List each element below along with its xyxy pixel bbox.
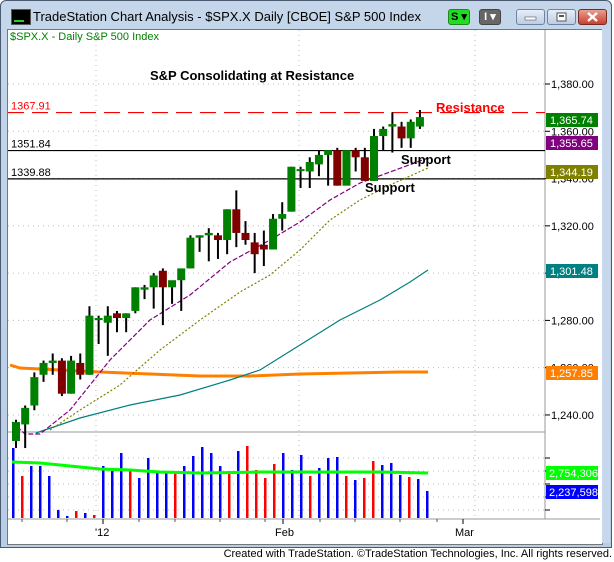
- symbol-link-button[interactable]: S ▾: [448, 9, 470, 25]
- maximize-icon: [556, 12, 567, 22]
- window-title: TradeStation Chart Analysis - $SPX.X Dai…: [33, 9, 422, 24]
- close-button[interactable]: [578, 9, 607, 25]
- minimize-button[interactable]: [516, 9, 545, 25]
- maximize-button[interactable]: [547, 9, 576, 25]
- title-bar[interactable]: TradeStation Chart Analysis - $SPX.X Dai…: [1, 1, 611, 31]
- symbol-label: $SPX.X - Daily S&P 500 Index: [10, 31, 159, 43]
- vertical-scrollbar[interactable]: [602, 29, 610, 543]
- chart-area[interactable]: [7, 29, 603, 545]
- tradestation-app-icon: [11, 9, 31, 25]
- minimize-icon: [524, 16, 537, 21]
- close-icon: [587, 12, 598, 22]
- footer: Created with TradeStation. ©TradeStation…: [0, 548, 614, 562]
- interval-link-button[interactable]: I ▾: [479, 9, 501, 25]
- copyright-text: Created with TradeStation. ©TradeStation…: [223, 548, 612, 560]
